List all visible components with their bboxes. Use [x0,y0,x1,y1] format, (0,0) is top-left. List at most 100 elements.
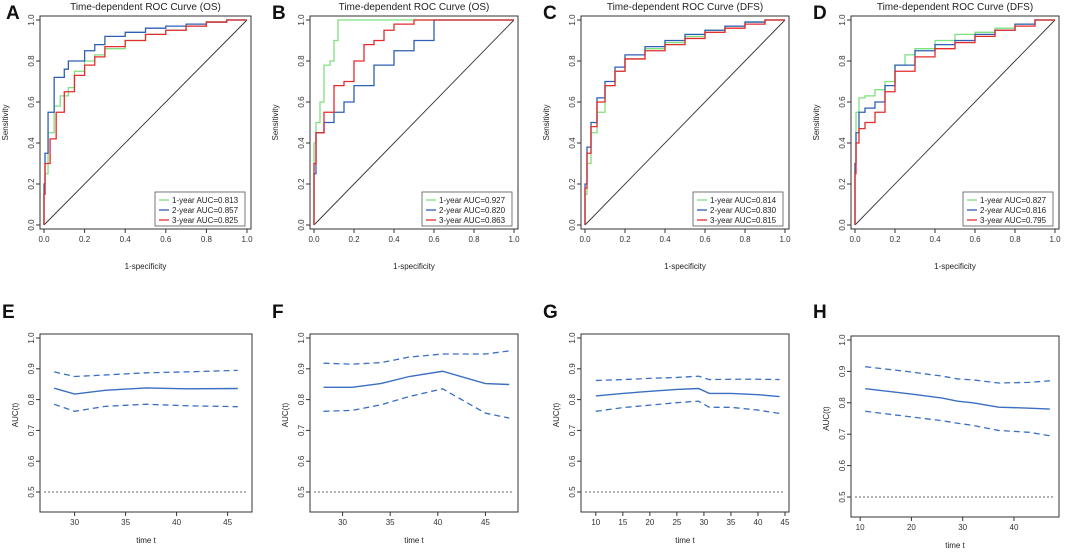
legend-entry: 2-year AUC=0.816 [980,206,1047,215]
y-tick-label: 0.5 [838,491,847,503]
legend-entry: 1-year AUC=0.927 [439,196,506,205]
x-tick-label: 45 [781,518,790,527]
x-tick-label: 0.2 [889,235,901,244]
diagonal-reference-line [313,19,515,226]
y-tick-label: 0.8 [27,55,36,67]
legend-entry: 2-year AUC=0.820 [439,206,506,215]
auc-panel-f: 30 35 40 45 0.5 0.6 0.7 0.8 0.9 1.0 time t AUC(t) F [272,302,519,545]
y-tick-label: 0.6 [568,455,577,467]
plot-frame [309,333,519,513]
y-tick-label: 0.2 [568,178,577,190]
y-tick-label: 0.8 [297,55,306,67]
upper-confidence-band [323,350,510,365]
x-tick-label: 30 [958,523,967,532]
auc-panel-e: 30 35 40 45 0.5 0.6 0.7 0.8 0.9 1.0 time t AUC(t) E [2,302,253,545]
y-axis-label: AUC(t) [552,402,561,427]
chart-title: Time-dependent ROC Curve (DFS) [607,2,763,13]
y-tick-label: 0.7 [27,424,36,436]
upper-confidence-band [54,369,238,378]
y-tick-label: 0.0 [838,219,847,231]
upper-confidence-band [865,366,1050,384]
x-axis-label: 1-specificity [393,262,435,271]
x-tick-label: 30 [338,518,347,527]
legend-box [154,191,246,227]
y-axis-label: AUC(t) [281,402,290,427]
y-tick-label: 0.8 [27,393,36,405]
x-tick-label: 15 [618,518,627,527]
y-tick-label: 1.0 [838,14,847,26]
y-tick-label: 0.5 [27,486,36,498]
plot-frame [850,15,1060,230]
y-tick-label: 0.8 [297,393,306,405]
y-tick-label: 0.8 [568,55,577,67]
y-tick-label: 1.0 [297,332,306,344]
x-axis-label: time t [675,536,695,545]
y-tick-label: 0.7 [838,428,847,440]
y-tick-label: 0.7 [568,424,577,436]
panel-letter: G [543,302,558,323]
x-tick-label: 0.8 [201,235,213,244]
x-tick-label: 0.4 [659,235,671,244]
x-tick-label: 0.4 [120,235,132,244]
diagonal-reference-line [584,19,786,226]
y-tick-label: 0.5 [568,486,577,498]
y-tick-label: 0.8 [838,397,847,409]
auc-line [595,387,780,398]
y-tick-label: 0.9 [838,365,847,377]
y-tick-label: 0.6 [297,455,306,467]
y-tick-label: 0.8 [568,393,577,405]
legend-box [421,191,513,227]
legend-entry: 1-year AUC=0.827 [980,196,1047,205]
roc-line-red [43,19,247,225]
auc-line [323,370,510,388]
x-tick-label: 1.0 [508,235,520,244]
x-tick-label: 40 [1010,523,1019,532]
panel-letter: E [2,302,15,323]
upper-confidence-band [595,375,780,382]
legend-entry: 2-year AUC=0.830 [710,206,777,215]
x-tick-label: 0.2 [348,235,360,244]
roc-panel-d: 0.00.0 0.2 0.2 0.4 0.4 0.6 0.6 0.8 0.8 1.0 1.0 1-ye… [812,2,1061,271]
y-tick-label: 0.6 [27,455,36,467]
legend-entry: 3-year AUC=0.795 [980,216,1047,225]
panel-letter: D [813,3,827,24]
x-tick-label: 0.8 [468,235,480,244]
x-tick-label: 0.0 [849,235,861,244]
y-tick-label: 0.0 [568,219,577,231]
panel-letter: C [543,3,557,24]
x-tick-label: 30 [70,518,79,527]
x-tick-label: 0.6 [160,235,172,244]
x-tick-label: 45 [223,518,232,527]
y-tick-label: 0.4 [838,137,847,149]
x-tick-label: 40 [433,518,442,527]
x-tick-label: 40 [172,518,181,527]
roc-line-green [854,19,1055,225]
x-axis-label: 1-specificity [125,262,167,271]
x-tick-label: 40 [754,518,763,527]
diagonal-reference-line [43,19,248,226]
x-tick-label: 30 [699,518,708,527]
y-tick-label: 1.0 [568,14,577,26]
y-tick-label: 0.6 [27,96,36,108]
y-tick-label: 0.6 [838,96,847,108]
chart-title: Time-dependent ROC Curve (DFS) [877,2,1033,13]
x-tick-label: 10 [591,518,600,527]
y-tick-label: 0.0 [297,219,306,231]
roc-panel-b: 0.00.0 0.2 0.2 0.4 0.4 0.6 0.6 0.8 0.8 1.0 1.0 1-ye… [271,2,520,271]
x-tick-label: 35 [726,518,735,527]
plot-frame [580,333,790,513]
y-axis-label: Sensitivity [271,104,280,140]
plot-frame [580,15,790,230]
y-tick-label: 0.9 [568,363,577,375]
x-axis-label: time t [404,536,424,545]
y-tick-label: 0.7 [297,424,306,436]
x-tick-label: 1.0 [779,235,791,244]
auc-line [865,387,1050,410]
x-tick-label: 25 [672,518,681,527]
legend-entry: 1-year AUC=0.813 [172,196,239,205]
x-tick-label: 0.6 [428,235,440,244]
roc-panel-a: 0.00.0 0.2 0.2 0.4 0.4 0.6 0.6 0.8 0.8 1.0 1.0 1-ye… [1,2,253,271]
x-tick-label: 0.0 [579,235,591,244]
y-axis-label: AUC(t) [822,406,831,431]
y-tick-label: 0.4 [568,137,577,149]
